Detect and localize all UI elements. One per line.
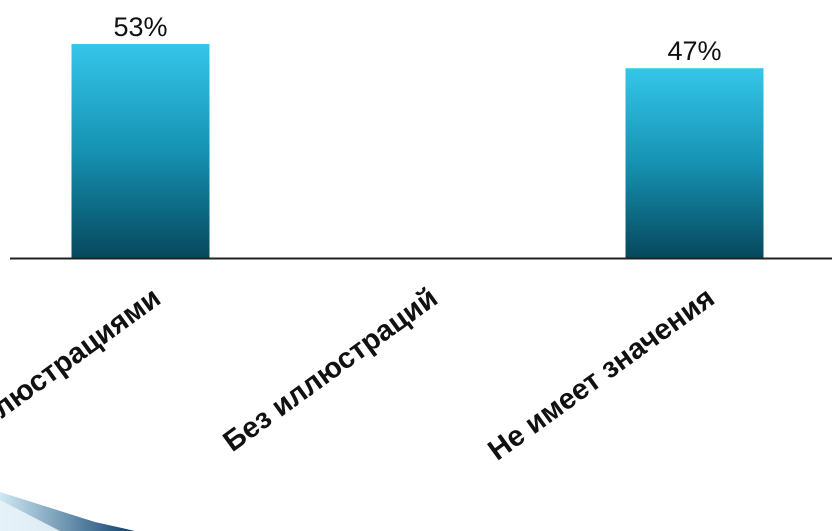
category-label: Без иллюстраций — [218, 282, 444, 458]
category-label: С иллюстрациями — [0, 282, 167, 463]
bar — [71, 44, 210, 258]
category-label: Не имеет значения — [482, 282, 720, 467]
value-label: 47% — [667, 36, 721, 66]
bar — [625, 68, 764, 258]
corner-decoration — [0, 492, 135, 531]
value-label: 53% — [113, 12, 167, 42]
